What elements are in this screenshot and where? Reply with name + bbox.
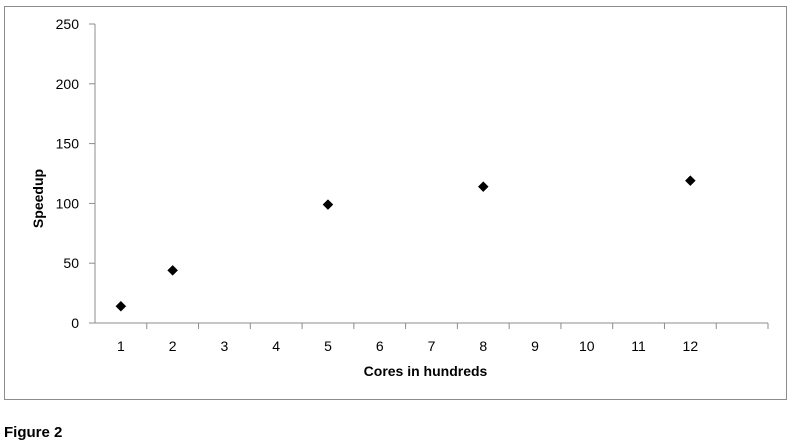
y-tick-label: 0 <box>71 315 79 331</box>
x-tick-label: 7 <box>428 338 436 354</box>
x-tick-label: 8 <box>479 338 487 354</box>
data-point <box>477 181 489 193</box>
y-tick-label: 100 <box>56 195 80 211</box>
x-ticks: 1 2 3 4 5 6 7 8 9 10 11 12 <box>117 323 769 354</box>
data-point <box>115 300 127 312</box>
y-tick-label: 150 <box>56 136 80 152</box>
x-tick-label: 10 <box>579 338 595 354</box>
data-point <box>167 265 179 276</box>
x-tick-label: 1 <box>117 338 125 354</box>
axes <box>94 24 768 324</box>
y-tick-label: 50 <box>63 255 79 271</box>
y-tick-label: 250 <box>56 16 80 32</box>
data-point <box>322 199 334 210</box>
x-tick-label: 3 <box>221 338 229 354</box>
x-tick-label: 9 <box>531 338 539 354</box>
y-tick-label: 200 <box>56 76 80 92</box>
x-tick-label: 6 <box>376 338 384 354</box>
x-tick-label: 11 <box>631 338 646 354</box>
x-tick-label: 2 <box>169 338 177 354</box>
figure-caption: Figure 2 <box>4 424 63 441</box>
x-tick-label: 12 <box>683 338 699 354</box>
chart-frame <box>4 6 787 400</box>
y-ticks: 0 50 100 150 200 250 <box>56 16 95 331</box>
data-point <box>684 175 696 187</box>
x-axis-title: Cores in hundreds <box>364 363 488 379</box>
x-tick-label: 5 <box>324 338 332 354</box>
x-tick-label: 4 <box>272 338 280 354</box>
y-axis-title: Speedup <box>30 169 46 228</box>
data-points <box>115 175 696 312</box>
